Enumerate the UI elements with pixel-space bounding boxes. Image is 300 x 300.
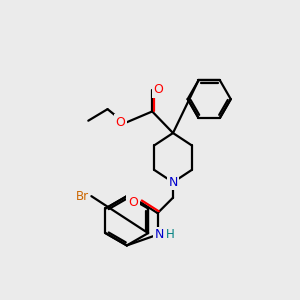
Text: N: N bbox=[168, 176, 178, 189]
Text: O: O bbox=[153, 83, 163, 96]
Text: O: O bbox=[128, 196, 138, 209]
Text: N: N bbox=[154, 228, 164, 241]
Text: H: H bbox=[166, 228, 174, 241]
Text: Br: Br bbox=[76, 190, 89, 203]
Text: O: O bbox=[116, 116, 126, 129]
